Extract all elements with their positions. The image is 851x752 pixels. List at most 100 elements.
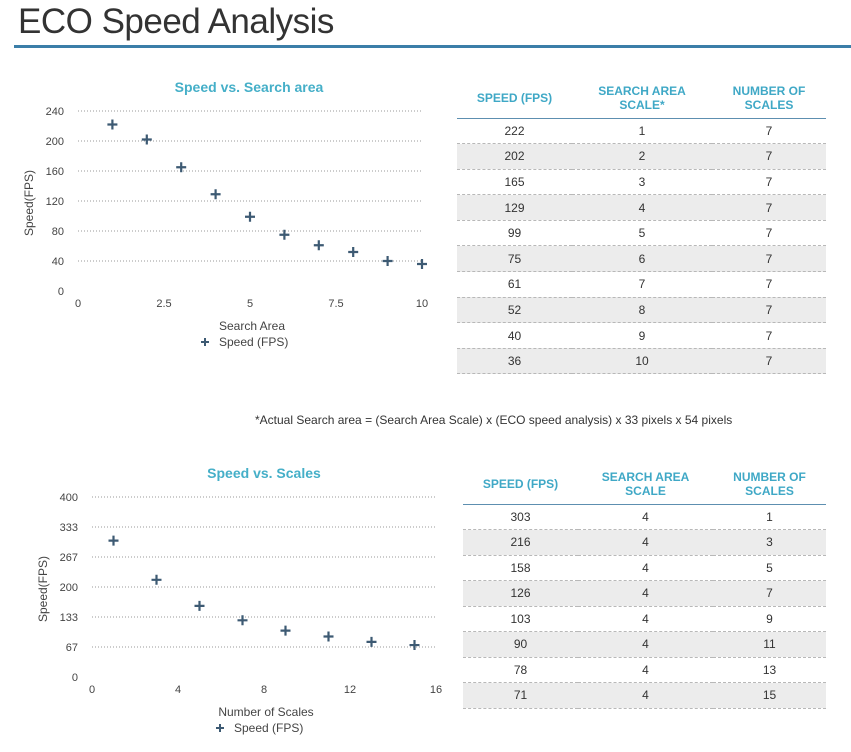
table-row: 90 4 11 xyxy=(463,631,826,658)
table-cell: 52 xyxy=(457,297,572,324)
header-line: SPEED (FPS) xyxy=(476,90,553,105)
table-cell: 7 xyxy=(712,245,826,273)
table-cell: 126 xyxy=(463,580,578,607)
chart-title: Speed vs. Scales xyxy=(207,465,321,481)
table-cell: 129 xyxy=(457,194,572,221)
x-tick-label: 2.5 xyxy=(156,298,171,310)
table-cell: 7 xyxy=(712,169,826,196)
table-row: 126 4 7 xyxy=(463,580,826,607)
table-cell: 4 xyxy=(578,504,713,530)
y-tick-label: 200 xyxy=(60,582,78,594)
legend-label: Speed (FPS) xyxy=(234,721,303,735)
data-point xyxy=(176,162,187,173)
header-line: SCALE xyxy=(625,483,666,498)
table-row: 165 3 7 xyxy=(457,169,826,196)
search-area-table: SPEED (FPS) SEARCH AREA SCALE* NUMBER OF SCA… xyxy=(457,78,826,375)
table-cell: 7 xyxy=(712,322,826,349)
legend-marker xyxy=(216,724,224,732)
table-cell: 9 xyxy=(572,322,712,349)
column-header: SEARCH AREA SCALE* xyxy=(572,78,712,119)
data-point xyxy=(279,229,290,240)
y-tick-label: 40 xyxy=(52,256,64,268)
column-header: SEARCH AREA SCALE xyxy=(578,464,713,505)
column-header: SPEED (FPS) xyxy=(463,464,578,505)
table-cell: 103 xyxy=(463,606,578,632)
x-tick-label: 0 xyxy=(75,298,81,310)
table-cell: 9 xyxy=(713,606,826,632)
chart-speed-vs-scales: Speed vs. Scales 0 67 133 200 267 333 400 0 4 8 12 1… xyxy=(36,465,442,735)
table-cell: 71 xyxy=(463,682,578,709)
table-cell: 90 xyxy=(463,631,578,658)
data-point xyxy=(237,615,248,626)
scales-table: SPEED (FPS) SEARCH AREA SCALE NUMBER OF SCAL… xyxy=(463,464,826,709)
table-cell: 5 xyxy=(713,555,826,581)
table-row: 99 5 7 xyxy=(457,220,826,247)
header-line: SEARCH AREA xyxy=(601,469,690,484)
y-tick-label: 80 xyxy=(52,226,64,238)
table-cell: 7 xyxy=(712,271,826,298)
y-tick-label: 200 xyxy=(46,136,64,148)
table-cell: 7 xyxy=(712,143,826,170)
table-cell: 4 xyxy=(578,682,713,709)
table-cell: 4 xyxy=(578,606,713,632)
legend-label: Speed (FPS) xyxy=(219,335,288,349)
table-cell: 99 xyxy=(457,220,572,247)
x-tick-label: 10 xyxy=(416,298,428,310)
data-point xyxy=(194,600,205,611)
table-cell: 4 xyxy=(578,529,713,556)
data-point xyxy=(409,640,420,651)
table-cell: 7 xyxy=(572,271,712,298)
table-cell: 78 xyxy=(463,657,578,683)
table-cell: 13 xyxy=(713,657,826,683)
chart-title: Speed vs. Search area xyxy=(175,79,324,95)
x-tick-label: 0 xyxy=(89,684,95,696)
table-cell: 75 xyxy=(457,245,572,273)
table-cell: 5 xyxy=(572,220,712,247)
table-cell: 36 xyxy=(457,348,572,375)
table-cell: 4 xyxy=(578,555,713,581)
table-cell: 202 xyxy=(457,143,572,170)
page-title: ECO Speed Analysis xyxy=(18,2,334,41)
column-header: NUMBER OF SCALES xyxy=(712,78,826,119)
table-cell: 7 xyxy=(712,297,826,324)
table-cell: 4 xyxy=(578,657,713,683)
x-tick-label: 4 xyxy=(175,684,181,696)
table-cell: 7 xyxy=(712,220,826,247)
table-cell: 165 xyxy=(457,169,572,196)
x-tick-label: 7.5 xyxy=(328,298,343,310)
data-point xyxy=(348,247,359,257)
table-cell: 7 xyxy=(713,580,826,607)
table-cell: 3 xyxy=(713,529,826,556)
table-cell: 4 xyxy=(578,580,713,607)
table-row: 61 7 7 xyxy=(457,271,826,298)
title-divider xyxy=(14,45,851,48)
table-cell: 216 xyxy=(463,529,578,556)
x-tick-label: 5 xyxy=(247,298,253,310)
table-row: 40 9 7 xyxy=(457,322,826,349)
table-cell: 158 xyxy=(463,555,578,581)
header-line: SCALE* xyxy=(619,97,665,112)
y-tick-label: 400 xyxy=(60,492,78,504)
y-tick-label: 0 xyxy=(72,672,78,684)
y-tick-label: 240 xyxy=(46,106,64,118)
table-row: 36 10 7 xyxy=(457,348,826,375)
y-tick-label: 120 xyxy=(46,196,64,208)
y-axis-label: Speed(FPS) xyxy=(22,170,36,236)
x-axis-label: Search Area xyxy=(219,319,285,333)
y-axis-label: Speed(FPS) xyxy=(36,556,50,622)
table-row: 52 8 7 xyxy=(457,297,826,324)
x-axis-label: Number of Scales xyxy=(218,705,313,719)
data-point xyxy=(382,256,393,266)
data-point xyxy=(313,240,324,251)
table-row: 103 4 9 xyxy=(463,606,826,632)
table-cell: 6 xyxy=(572,245,712,273)
table-cell: 4 xyxy=(572,194,712,221)
table-cell: 61 xyxy=(457,271,572,298)
y-tick-label: 67 xyxy=(66,642,78,654)
x-tick-label: 12 xyxy=(344,684,356,696)
table-cell: 1 xyxy=(572,118,712,145)
y-tick-label: 0 xyxy=(58,286,64,298)
table-cell: 7 xyxy=(712,348,826,375)
table-cell: 10 xyxy=(572,348,712,375)
table-cell: 1 xyxy=(713,504,826,530)
